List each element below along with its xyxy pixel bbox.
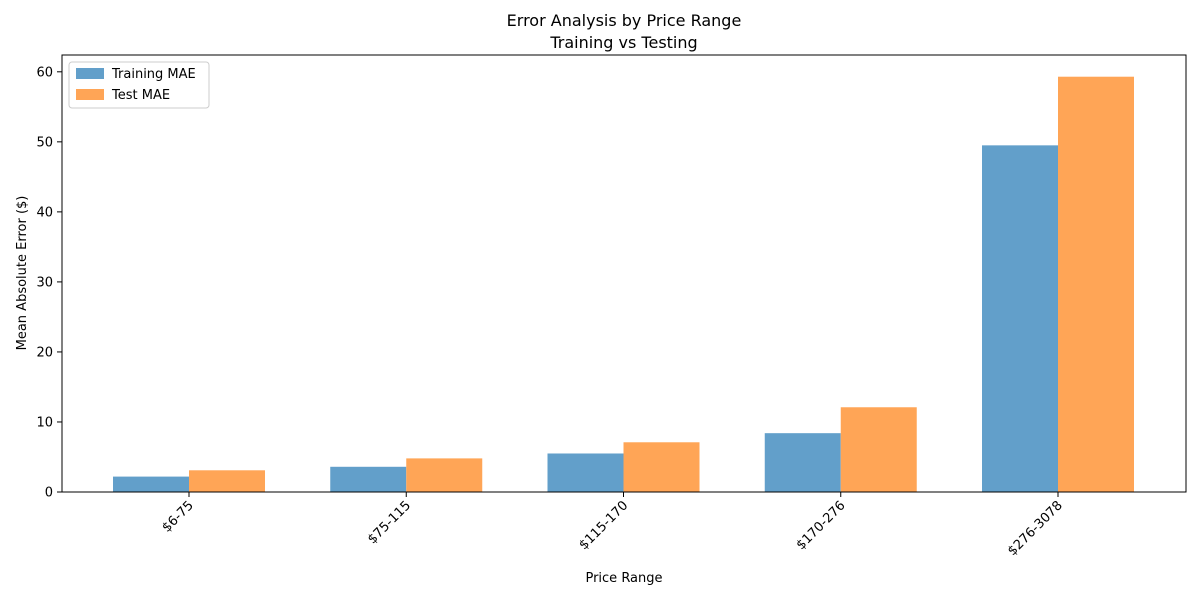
x-axis-label: Price Range	[585, 571, 662, 586]
bar-test-2	[623, 442, 700, 492]
legend-label-test: Test MAE	[111, 88, 170, 103]
y-axis: 0 10 20 30 40 50 60	[36, 65, 62, 501]
x-tick-label: $6-75	[160, 498, 197, 535]
legend-swatch-training	[76, 68, 104, 79]
bar-test-0	[189, 470, 265, 492]
y-tick-label: 60	[36, 65, 53, 80]
bar-training-2	[547, 453, 624, 492]
y-tick-label: 40	[36, 205, 53, 220]
x-tick-label: $115-170	[576, 498, 631, 553]
y-tick-label: 30	[36, 275, 53, 290]
bar-training-1	[330, 466, 407, 492]
bar-training-0	[113, 476, 189, 492]
chart-title: Error Analysis by Price Range	[507, 11, 742, 30]
bar-training-4	[982, 145, 1058, 492]
x-tick-label: $75-115	[365, 498, 414, 547]
bars-group	[113, 76, 1134, 493]
y-tick-label: 10	[36, 415, 53, 430]
x-axis: $6-75 $75-115 $115-170 $170-276 $276-3078	[160, 492, 1066, 559]
y-tick-label: 20	[36, 345, 53, 360]
y-tick-label: 50	[36, 135, 53, 150]
bar-training-3	[764, 433, 841, 492]
x-tick-label: $276-3078	[1005, 498, 1066, 559]
y-axis-label: Mean Absolute Error ($)	[15, 196, 30, 351]
chart-subtitle: Training vs Testing	[549, 33, 697, 52]
legend-label-training: Training MAE	[111, 67, 196, 82]
y-tick-label: 0	[45, 486, 53, 501]
bar-test-4	[1058, 76, 1134, 493]
x-tick-label: $170-276	[794, 498, 849, 553]
bar-test-3	[840, 407, 917, 492]
legend-swatch-test	[76, 89, 104, 100]
legend: Training MAE Test MAE	[68, 61, 210, 109]
bar-test-1	[406, 458, 483, 492]
